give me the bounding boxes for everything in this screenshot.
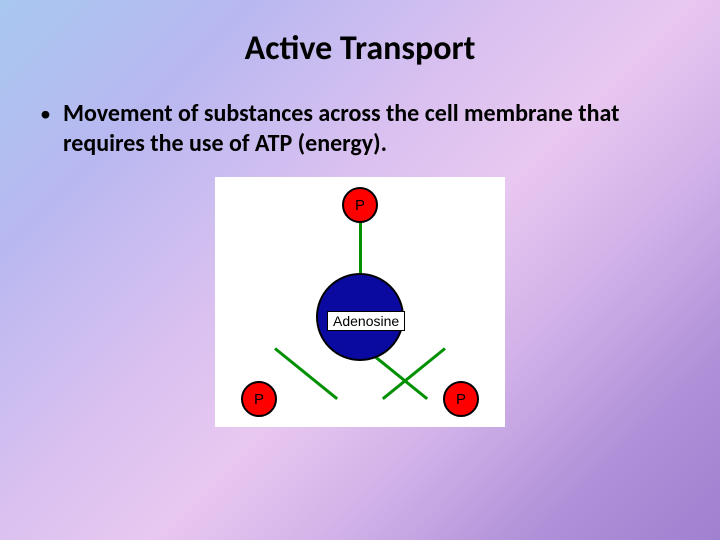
bond-bottom-left [274, 347, 338, 400]
bullet-item: • Movement of substances across the cell… [40, 99, 680, 159]
bullet-text: Movement of substances across the cell m… [63, 99, 663, 159]
adenosine-label: Adenosine [327, 311, 405, 331]
slide-title: Active Transport [40, 28, 680, 69]
phosphate-top: P [342, 187, 378, 223]
diagram-container: Adenosine P P P [40, 177, 680, 427]
phosphate-bottom-left: P [241, 381, 277, 417]
slide: Active Transport • Movement of substance… [0, 0, 720, 540]
bond-bottom-right [382, 347, 446, 400]
phosphate-bottom-right: P [443, 381, 479, 417]
bullet-marker-icon: • [40, 99, 51, 129]
bond-top [359, 217, 362, 277]
atp-molecule-diagram: Adenosine P P P [215, 177, 505, 427]
